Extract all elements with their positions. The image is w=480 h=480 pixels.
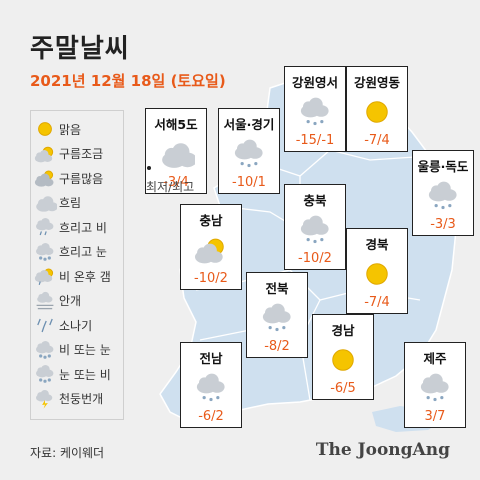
legend-item: 소나기 bbox=[31, 313, 123, 337]
region-temp: -3/3 bbox=[430, 217, 456, 232]
legend-item: 안개 bbox=[31, 289, 123, 313]
partly-cloudy-icon bbox=[31, 142, 59, 166]
region-name: 충북 bbox=[303, 193, 327, 208]
shower-icon bbox=[31, 313, 59, 337]
region-temp: -8/2 bbox=[264, 339, 290, 354]
region-card: 경북 -7/4 bbox=[346, 228, 408, 314]
region-temp: -6/5 bbox=[330, 381, 356, 396]
legend-item: 비 온후 갬 bbox=[31, 264, 123, 288]
data-source: 자료: 케이웨더 bbox=[30, 446, 105, 460]
legend-label: 구름조금 bbox=[59, 147, 104, 161]
legend-label: 비 또는 눈 bbox=[59, 343, 111, 357]
legend-item: 비 또는 눈 bbox=[31, 338, 123, 362]
region-name: 경남 bbox=[331, 323, 355, 338]
region-card: 전북 -8/2 bbox=[246, 272, 308, 358]
forecast-date: 2021년 12월 18일 (토요일) bbox=[30, 72, 226, 90]
region-temp: -7/4 bbox=[364, 295, 390, 310]
page-title: 주말날씨 bbox=[30, 34, 130, 64]
cloud-snow-icon bbox=[285, 95, 345, 129]
region-card: 강원영서 -15/-1 bbox=[284, 66, 346, 152]
region-name: 충남 bbox=[199, 213, 223, 228]
sun-icon bbox=[347, 95, 407, 129]
legend-item: 천둥번개 bbox=[31, 387, 123, 411]
region-name: 전북 bbox=[265, 281, 289, 296]
legend-label: 구름많음 bbox=[59, 171, 104, 186]
region-card: 충북 -10/2 bbox=[284, 184, 346, 270]
region-card: 경남 -6/5 bbox=[312, 314, 374, 400]
cloud-snow-icon bbox=[247, 301, 307, 335]
legend-item: 흐리고 비 bbox=[31, 215, 123, 239]
region-card: 강원영동 -7/4 bbox=[346, 66, 408, 152]
legend-label: 눈 또는 비 bbox=[59, 367, 111, 382]
region-temp: 3/7 bbox=[424, 409, 446, 424]
fog-icon bbox=[31, 289, 59, 313]
partly-cloudy-icon bbox=[181, 233, 241, 267]
region-name: 전남 bbox=[199, 351, 223, 366]
cloud-snow-icon bbox=[219, 137, 279, 171]
legend-label: 맑음 bbox=[59, 122, 82, 137]
region-temp: -10/1 bbox=[232, 175, 266, 190]
cloud-icon bbox=[146, 137, 206, 171]
region-name: 서해5도 bbox=[154, 117, 198, 132]
mostly-cloudy-icon bbox=[31, 166, 59, 190]
sun-icon bbox=[347, 257, 407, 291]
legend-label: 안개 bbox=[59, 294, 82, 308]
minmax-marker bbox=[147, 166, 151, 170]
region-card: 서해5도 -3/4 bbox=[145, 108, 207, 194]
legend-item: 흐림 bbox=[31, 191, 123, 215]
legend-label: 흐림 bbox=[59, 196, 82, 210]
region-card: 전남 -6/2 bbox=[180, 342, 242, 428]
legend-item: 눈 또는 비 bbox=[31, 362, 123, 386]
legend-label: 소나기 bbox=[59, 318, 93, 333]
legend-label: 비 온후 갬 bbox=[59, 269, 111, 284]
rain-then-clear-icon bbox=[31, 264, 59, 288]
region-card: 제주 3/7 bbox=[404, 342, 466, 428]
region-name: 서울·경기 bbox=[223, 117, 275, 132]
region-temp: -10/2 bbox=[194, 271, 228, 286]
legend-item: 맑음 bbox=[31, 117, 123, 141]
rain-or-snow-icon bbox=[31, 338, 59, 362]
cloud-icon bbox=[31, 191, 59, 215]
cloud-snow-icon bbox=[285, 213, 345, 247]
legend-label: 천둥번개 bbox=[59, 392, 104, 406]
cloud-snow-icon bbox=[405, 371, 465, 405]
region-card: 충남 -10/2 bbox=[180, 204, 242, 290]
cloud-snow-icon bbox=[31, 240, 59, 264]
thunder-icon bbox=[31, 387, 59, 411]
cloud-rain-icon bbox=[31, 215, 59, 239]
region-name: 강원영동 bbox=[353, 75, 400, 90]
region-temp: -10/2 bbox=[298, 251, 332, 266]
region-temp: -7/4 bbox=[364, 133, 390, 148]
legend-label: 흐리고 비 bbox=[59, 220, 107, 235]
brand-logo: The JoongAng bbox=[315, 440, 450, 460]
legend-item: 구름많음 bbox=[31, 166, 123, 190]
region-name: 강원영서 bbox=[291, 75, 338, 90]
region-name: 울릉·독도 bbox=[417, 159, 469, 174]
region-name: 경북 bbox=[365, 237, 389, 252]
sun-icon bbox=[313, 343, 373, 377]
legend-label: 흐리고 눈 bbox=[59, 245, 107, 259]
sun-icon bbox=[31, 117, 59, 141]
legend-item: 구름조금 bbox=[31, 142, 123, 166]
cloud-snow-icon bbox=[413, 179, 473, 213]
region-temp: -3/4 bbox=[163, 175, 189, 190]
region-card: 울릉·독도 -3/3 bbox=[412, 150, 474, 236]
region-name: 제주 bbox=[423, 351, 447, 366]
region-temp: -6/2 bbox=[198, 409, 224, 424]
snow-or-rain-icon bbox=[31, 362, 59, 386]
legend-item: 흐리고 눈 bbox=[31, 240, 123, 264]
minmax-label: 최저/최고 bbox=[146, 180, 195, 194]
region-card: 서울·경기 -10/1 bbox=[218, 108, 280, 194]
region-temp: -15/-1 bbox=[295, 133, 335, 148]
cloud-snow-icon bbox=[181, 371, 241, 405]
